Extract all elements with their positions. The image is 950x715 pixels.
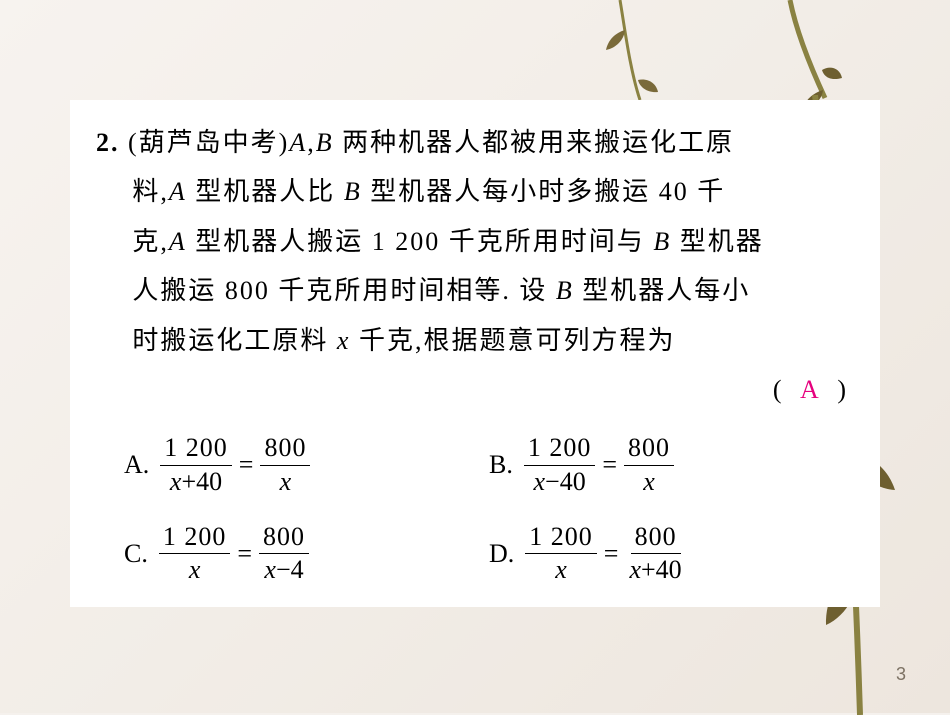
q-line3-tail: 型机器: [671, 227, 764, 256]
option-d-d1: x: [551, 554, 571, 585]
option-d-n1: 1 200: [525, 523, 597, 555]
option-b-eq: =: [602, 450, 617, 480]
option-c-d1: x: [185, 554, 205, 585]
option-a-label: A.: [124, 450, 149, 480]
answer-letter: A: [794, 375, 828, 404]
q-line2-pre: 料,: [132, 177, 169, 206]
options-grid: A. 1 200 x+40 = 800 x B. 1 200 x−40 = 80…: [96, 434, 854, 584]
option-b-label: B.: [489, 450, 513, 480]
option-d-label: D.: [489, 539, 514, 569]
option-b-d2: x: [639, 466, 659, 497]
option-d-d2: x+40: [625, 554, 685, 585]
option-a-n2: 800: [260, 434, 310, 466]
option-c-n1: 1 200: [159, 523, 231, 555]
option-a-frac2: 800 x: [260, 434, 310, 496]
q-line4-tail: 型机器人每小: [574, 276, 751, 305]
q-line3-mid: 型机器人搬运 1 200 千克所用时间与: [187, 227, 654, 256]
option-d-frac1: 1 200 x: [525, 523, 597, 585]
option-c-d2: x−4: [260, 554, 307, 585]
var-b-2: B: [344, 177, 362, 206]
paren-close: ): [837, 375, 849, 404]
option-b-frac1: 1 200 x−40: [524, 434, 596, 496]
option-a: A. 1 200 x+40 = 800 x: [124, 434, 489, 496]
option-c-frac1: 1 200 x: [159, 523, 231, 585]
q-line1-tail: 两种机器人都被用来搬运化工原: [334, 128, 735, 157]
answer-line: ( A ): [96, 365, 854, 414]
option-b-n2: 800: [624, 434, 674, 466]
q-line5-tail: 千克,根据题意可列方程为: [350, 326, 675, 355]
option-c-label: C.: [124, 539, 148, 569]
option-d-n2: 800: [631, 523, 681, 555]
option-a-d2: x: [276, 466, 296, 497]
question-text: 2. (葫芦岛中考)A,B 两种机器人都被用来搬运化工原 料,A 型机器人比 B…: [96, 118, 854, 365]
var-a-1: A: [289, 128, 307, 157]
q-line2-mid2: 型机器人每小时多搬运 40 千: [362, 177, 726, 206]
option-c-eq: =: [237, 539, 252, 569]
question-number: 2.: [96, 128, 120, 157]
option-c-frac2: 800 x−4: [259, 523, 309, 585]
var-b-3: B: [653, 227, 671, 256]
option-d: D. 1 200 x = 800 x+40: [489, 523, 854, 585]
option-d-eq: =: [604, 539, 619, 569]
option-b: B. 1 200 x−40 = 800 x: [489, 434, 854, 496]
option-b-d1: x−40: [529, 466, 589, 497]
option-a-n1: 1 200: [160, 434, 232, 466]
option-b-n1: 1 200: [524, 434, 596, 466]
option-a-frac1: 1 200 x+40: [160, 434, 232, 496]
option-b-frac2: 800 x: [624, 434, 674, 496]
option-a-eq: =: [239, 450, 254, 480]
option-d-frac2: 800 x+40: [625, 523, 685, 585]
q-line5-pre: 时搬运化工原料: [132, 326, 337, 355]
paren-open: (: [773, 375, 785, 404]
var-x: x: [337, 326, 351, 355]
var-b-4: B: [556, 276, 574, 305]
var-b-1: B: [316, 128, 334, 157]
q-line3-pre: 克,: [132, 227, 169, 256]
q-line4-pre: 人搬运 800 千克所用时间相等. 设: [132, 276, 556, 305]
comma-1: ,: [307, 128, 316, 157]
option-a-d1: x+40: [166, 466, 226, 497]
q-line2-mid1: 型机器人比: [187, 177, 344, 206]
question-source: (葫芦岛中考): [128, 128, 289, 157]
question-card: 2. (葫芦岛中考)A,B 两种机器人都被用来搬运化工原 料,A 型机器人比 B…: [70, 100, 880, 607]
page-number: 3: [896, 664, 906, 685]
option-c: C. 1 200 x = 800 x−4: [124, 523, 489, 585]
option-c-n2: 800: [259, 523, 309, 555]
var-a-3: A: [169, 227, 187, 256]
var-a-2: A: [169, 177, 187, 206]
